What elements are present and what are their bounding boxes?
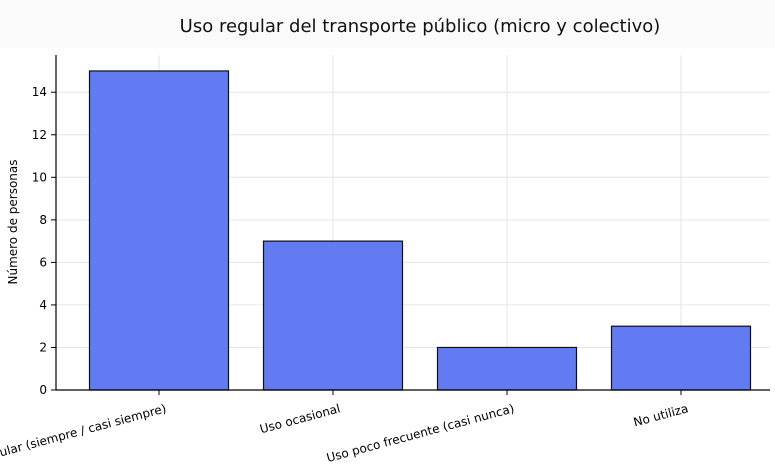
bar-4 <box>610 325 752 391</box>
bars <box>88 70 752 391</box>
bar-3 <box>436 346 578 391</box>
axes <box>55 55 770 391</box>
y-tick-label: 12 <box>32 128 47 142</box>
x-tick-label: Uso ocasional <box>258 401 342 436</box>
x-tick-label: Uso regular (siempre / casi siempre) <box>0 401 168 469</box>
y-tick-label: 0 <box>39 383 47 397</box>
y-tick-label: 8 <box>39 213 47 227</box>
bar-1 <box>88 70 230 391</box>
x-tick-label: No utiliza <box>632 401 690 429</box>
y-tick-label: 6 <box>39 255 47 269</box>
y-axis-label: Número de personas <box>6 159 20 284</box>
y-tick-label: 10 <box>32 170 47 184</box>
y-tick-label: 4 <box>39 298 47 312</box>
x-tick-label: Uso poco frecuente (casi nunca) <box>325 401 516 465</box>
y-tick-label: 14 <box>32 85 47 99</box>
y-ticks: 0 2 4 6 8 10 12 14 <box>32 85 56 397</box>
x-ticks: Uso regular (siempre / casi siempre) Uso … <box>0 390 690 469</box>
title-band <box>0 0 775 48</box>
chart-title: Uso regular del transporte público (micr… <box>180 16 661 37</box>
y-tick-label: 2 <box>39 340 47 354</box>
bar-2 <box>262 240 404 391</box>
